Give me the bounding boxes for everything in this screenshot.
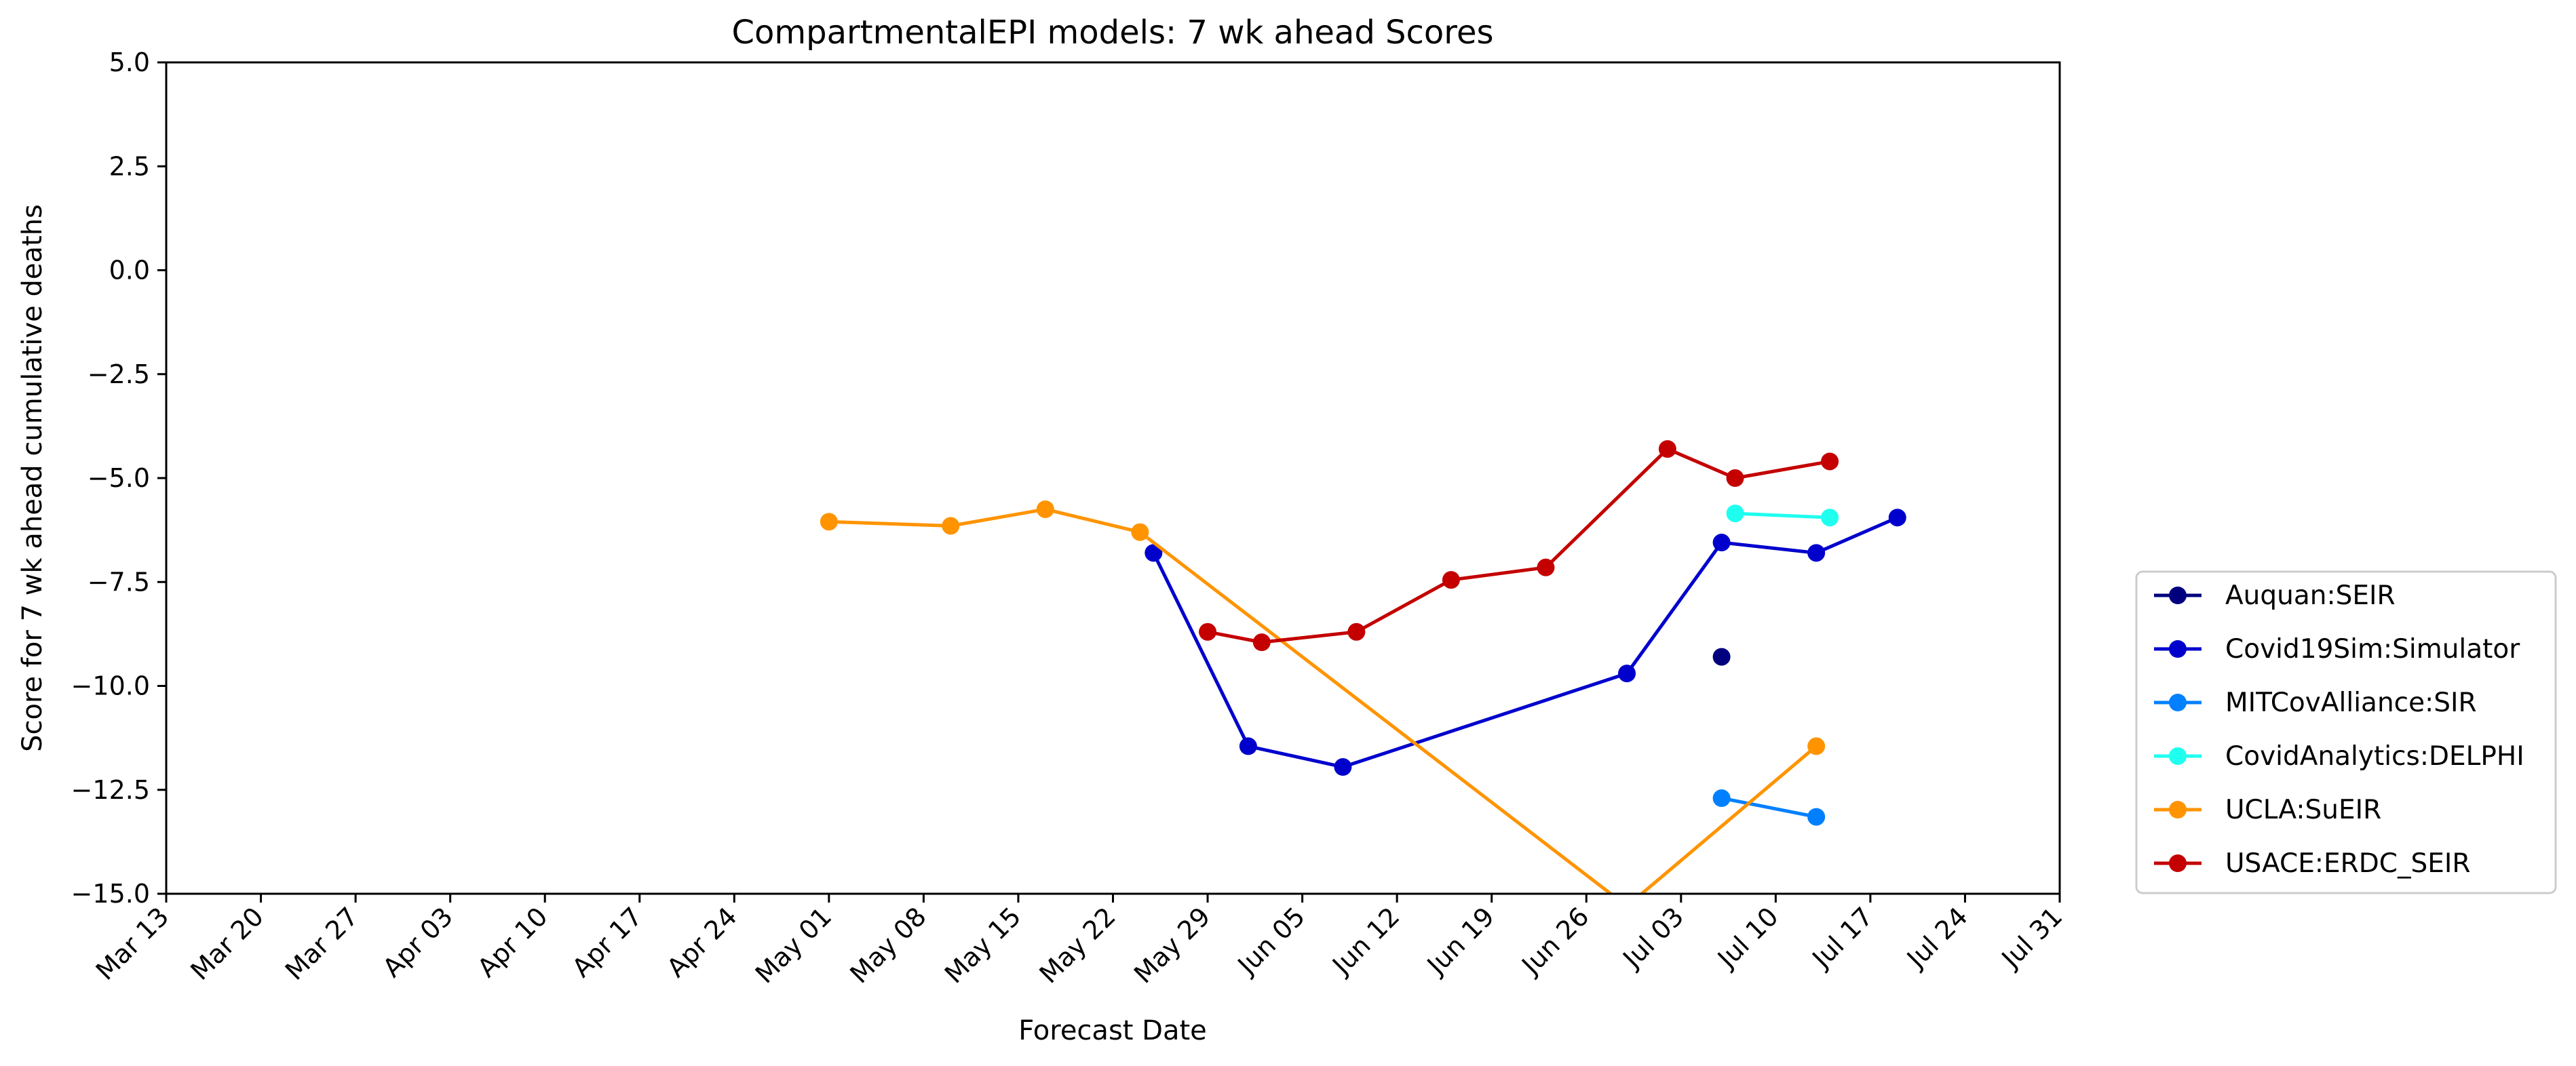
data-point [1807,544,1826,562]
y-tick-label: −10.0 [71,671,150,701]
data-point [1726,505,1744,523]
data-point [1712,534,1731,552]
series-covidanalytics-delphi [1726,505,1839,527]
y-axis: 5.0 2.5 0.0 −2.5 −5.0 −7.5 −10.0 −12.5 −15.0 [71,47,166,909]
legend-label: USACE:ERDC_SEIR [2225,848,2471,879]
chart-title: CompartmentalEPI models: 7 wk ahead Scor… [731,14,1493,52]
data-point [1807,737,1826,755]
data-point [1239,737,1257,755]
legend-entry: Auquan:SEIR [2154,580,2396,611]
legend-swatch-marker [2169,640,2187,658]
y-tick-label: −7.5 [88,567,150,597]
series-ucla-sueir [820,500,1826,894]
legend-label: UCLA:SuEIR [2225,795,2381,825]
data-point [1618,665,1636,683]
data-point [1145,544,1163,562]
data-point [1658,440,1676,458]
y-tick-label: −2.5 [88,359,150,389]
legend-entry: MITCovAlliance:SIR [2154,688,2477,718]
data-point [820,513,838,531]
series-line [1735,511,1830,519]
data-point [1252,633,1271,652]
data-point [1537,558,1555,576]
series-line [1207,447,1830,644]
data-point [1712,789,1731,808]
data-point [1334,758,1352,776]
data-point [942,517,960,535]
data-point [1199,623,1217,641]
y-axis-label: Score for 7 wk ahead cumulative deaths [17,204,48,752]
legend-swatch-marker [2169,854,2187,872]
legend-swatch-marker [2169,694,2187,711]
data-point [1807,808,1826,826]
series-usace-erdc-seir [1199,440,1839,652]
legend-swatch-marker [2169,747,2187,765]
legend-label: Covid19Sim:Simulator [2225,634,2520,665]
data-point [1036,500,1054,518]
legend-label: CovidAnalytics:DELPHI [2225,741,2524,772]
data-point [1821,509,1839,527]
y-tick-label: 2.5 [109,151,150,181]
data-point [1131,523,1149,541]
data-point [1888,509,1906,527]
series-layer [820,440,1906,894]
legend-entry: CovidAnalytics:DELPHI [2154,741,2524,772]
data-point [1821,452,1839,471]
legend-entry: UCLA:SuEIR [2154,795,2381,825]
data-point [1726,469,1744,487]
data-point [1712,648,1731,666]
series-line [828,507,1818,894]
legend-entry: USACE:ERDC_SEIR [2154,848,2471,879]
series-line [1721,796,1817,819]
data-point [1347,623,1366,641]
legend: Auquan:SEIR Covid19Sim:Simulator MITCovAll… [2135,570,2557,894]
series-mitcovalliance-sir [1712,789,1826,826]
legend-swatch-marker [2169,587,2187,604]
y-tick-label: 0.0 [109,256,150,285]
series-auquan-seir [1712,648,1731,666]
legend-entry: Covid19Sim:Simulator [2154,634,2520,665]
series-covid19sim-simulator [1145,509,1906,776]
legend-frame [2135,570,2557,894]
legend-label: MITCovAlliance:SIR [2225,688,2477,718]
y-tick-label: −12.5 [71,775,150,805]
data-point [1442,571,1460,589]
y-tick-label: 5.0 [109,47,150,77]
x-axis-label: Forecast Date [1018,1015,1207,1046]
legend-swatch-marker [2169,801,2187,818]
legend-label: Auquan:SEIR [2225,580,2396,611]
y-tick-label: −15.0 [71,879,150,909]
y-tick-label: −5.0 [88,463,150,493]
